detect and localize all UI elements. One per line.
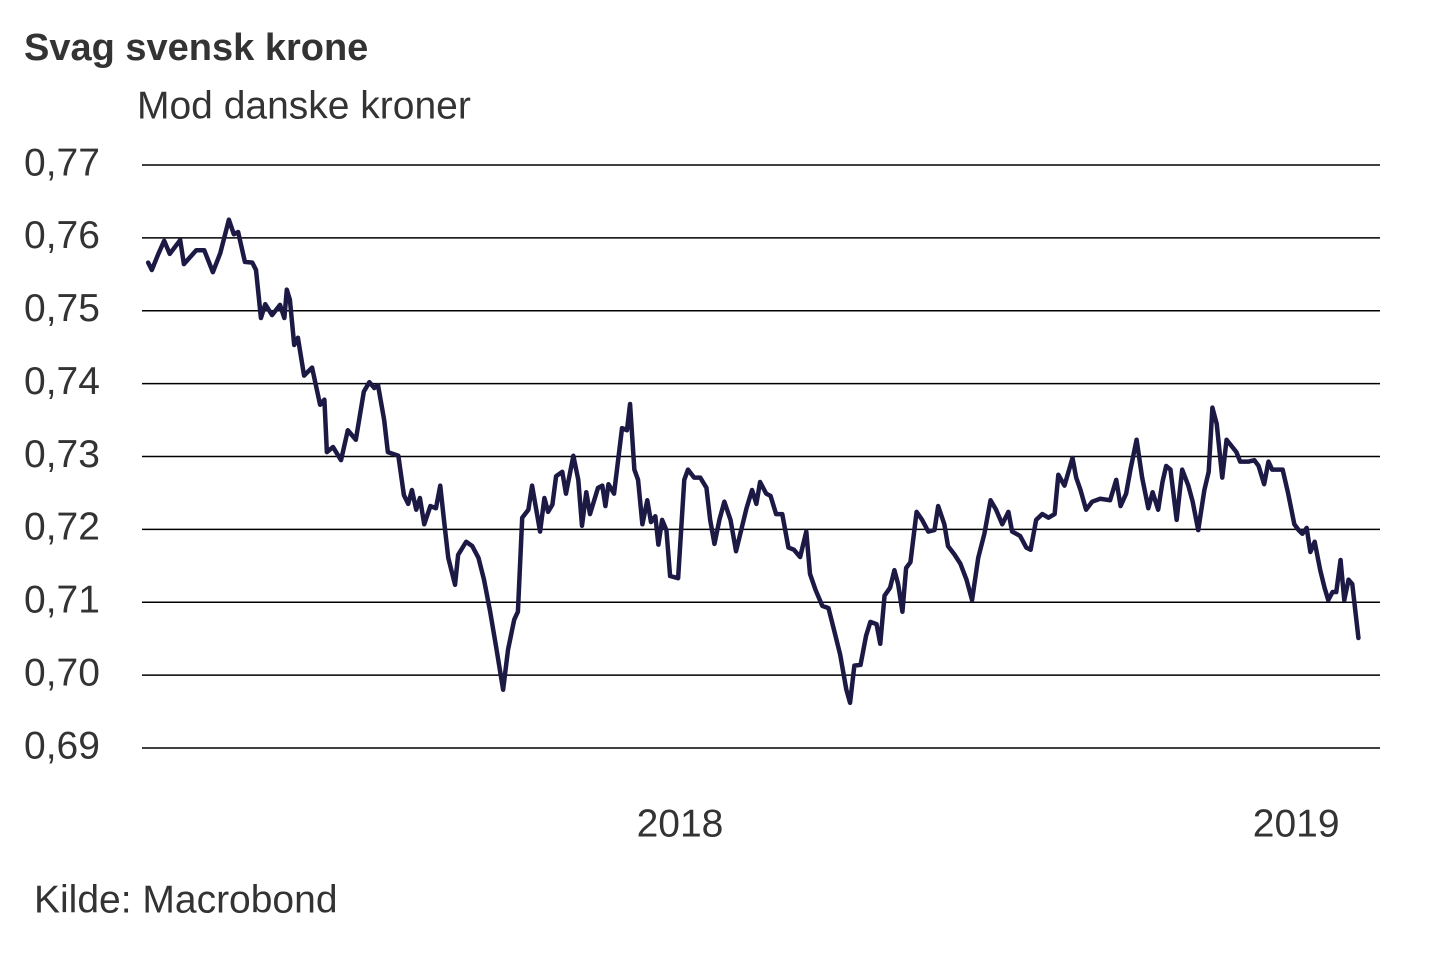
chart-title: Svag svensk krone — [24, 27, 368, 69]
y-tick-label: 0,71 — [24, 579, 100, 622]
y-tick-label: 0,77 — [24, 141, 100, 184]
data-line — [145, 217, 1361, 706]
y-tick-label: 0,69 — [24, 724, 100, 767]
x-tick-label: 2019 — [1253, 802, 1340, 845]
y-tick-label: 0,74 — [24, 360, 100, 403]
y-tick-label: 0,72 — [24, 506, 100, 549]
y-tick-label: 0,76 — [24, 214, 100, 257]
y-tick-label: 0,75 — [24, 287, 100, 330]
chart-subtitle: Mod danske kroner — [137, 84, 471, 127]
y-tick-label: 0,70 — [24, 651, 100, 694]
x-tick-label: 2018 — [637, 802, 724, 845]
source-note: Kilde: Macrobond — [34, 878, 338, 921]
y-tick-label: 0,73 — [24, 433, 100, 476]
